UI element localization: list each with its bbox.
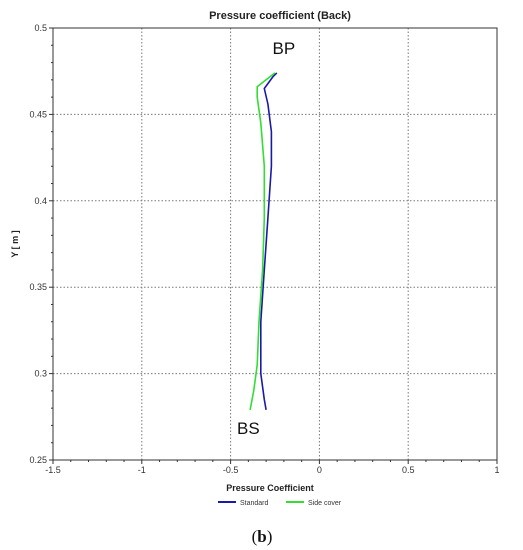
x-tick-label: 0.5 [402,465,415,475]
legend: Standard Side cover [218,500,342,507]
x-tick-label: -0.5 [223,465,239,475]
x-tick-label: -1.5 [45,465,61,475]
caption-close: ) [267,527,273,546]
y-tick-label: 0.45 [29,109,47,119]
x-axis-title: Pressure Coefficient [226,483,314,493]
annotation-bs: BS [237,419,260,438]
legend-label-side-cover: Side cover [308,500,342,507]
series-line-standard [259,72,278,411]
caption-letter: b [257,527,266,546]
y-tick-label: 0.3 [34,369,47,379]
caption-open: ( [252,527,258,546]
y-tick-label: 0.35 [29,282,47,292]
y-tick-label: 0.25 [29,455,47,465]
annotation-bp: BP [273,39,296,58]
series-group [249,72,278,411]
figure-caption: (b) [252,527,273,546]
y-tick-label: 0.5 [34,23,47,33]
grid [53,28,497,460]
y-axis-title: Y [ m ] [10,230,20,257]
x-tick-label: -1 [138,465,146,475]
y-tick-label: 0.4 [34,196,47,206]
plot-frame [52,27,498,461]
chart-title: Pressure coefficient (Back) [209,10,351,22]
annotations: BP BS [237,39,295,438]
x-tick-label: 0 [317,465,322,475]
legend-label-standard: Standard [240,500,269,507]
x-tick-label: 1 [494,465,499,475]
series-line-side-cover [249,72,276,411]
ticks: -1.5 -1 -0.5 0 0.5 1 0.25 0.3 0.35 0.4 0.45 0.5 [29,23,499,475]
